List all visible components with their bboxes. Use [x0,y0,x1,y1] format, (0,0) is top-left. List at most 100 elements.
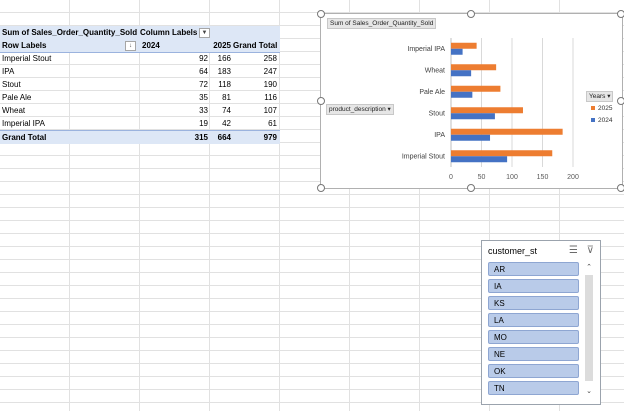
customer-state-slicer[interactable]: customer_st ☰ ⊽ AR IA KS LA MO NE OK TN … [481,240,601,405]
pivot-cell-total: 190 [263,80,277,89]
pivot-row-label: Wheat [2,106,26,115]
pivot-cell-2025: 118 [218,80,231,89]
bar-2024 [451,113,495,120]
pivot-cell-total: 107 [263,106,277,115]
category-label: Stout [429,110,445,117]
pivot-grand-total-row[interactable]: Grand Total 315 664 979 [0,130,280,144]
legend-field-label: Years [589,93,606,100]
bar-2025 [451,107,523,114]
pivot-cell-2024: 19 [199,119,208,128]
pivot-row-label: IPA [2,67,15,76]
x-tick-label: 200 [567,174,579,181]
pivot-value-field-label[interactable]: Sum of Sales_Order_Quantity_Sold [2,28,138,37]
legend-item-2025: 2025 [591,105,612,112]
category-label: IPA [434,132,445,139]
slicer-item-ia[interactable]: IA [488,279,579,293]
x-tick-label: 150 [537,174,549,181]
pivot-row[interactable]: Imperial Stout 92 166 258 [0,52,280,65]
pivot-cell-2024: 64 [199,67,208,76]
pivot-cell-2024: 35 [199,93,208,102]
slicer-item-la[interactable]: LA [488,313,579,327]
legend-label-2024: 2024 [598,117,613,124]
pivot-cell-total: 979 [263,133,277,142]
bar-2024 [451,134,491,141]
pivot-row[interactable]: Imperial IPA 19 42 61 [0,117,280,130]
scroll-up-arrow-icon[interactable]: ⌃ [586,264,592,271]
bar-2025 [451,85,501,92]
chart-resize-handle[interactable] [617,10,624,18]
x-tick-label: 100 [506,174,518,181]
bar-2024 [451,91,473,98]
chart-value-field-button[interactable]: Sum of Sales_Order_Quantity_Sold [327,18,437,29]
scrollbar-thumb[interactable] [585,275,593,381]
pivot-cell-2025: 664 [217,133,231,142]
chart-resize-handle[interactable] [317,184,325,192]
pivot-cell-total: 116 [264,93,277,102]
slicer-item-mo[interactable]: MO [488,330,579,344]
pivot-cell-2024: 33 [199,106,208,115]
multi-select-icon[interactable]: ☰ [568,245,578,256]
pivot-cell-2024: 92 [199,54,208,63]
axis-field-label: product_description [329,106,386,113]
pivot-row-label: Grand Total [2,133,47,142]
chart-plot-area: 0 50 100 150 200 Imperial Stout IPA Stout Pale A… [402,38,579,181]
row-labels-sort-button[interactable]: ↓ [125,41,136,51]
pivot-chart[interactable]: Sum of Sales_Order_Quantity_Sold product… [320,13,623,189]
slicer-title: customer_st [488,246,538,256]
pivot-cell-total: 247 [263,67,277,76]
pivot-col-2025[interactable]: 2025 [213,41,231,50]
chart-resize-handle[interactable] [617,97,624,105]
slicer-item-ok[interactable]: OK [488,364,579,378]
pivot-row-label: Imperial Stout [2,54,52,63]
pivot-subheader-row: Row Labels ↓ 2024 2025 Grand Total [0,39,280,53]
x-tick-label: 0 [449,174,453,181]
category-label: Imperial Stout [402,153,445,160]
chart-legend-field-button[interactable]: Years ▾ [586,91,614,102]
bar-2025 [451,64,497,71]
pivot-cell-2025: 81 [222,93,231,102]
pivot-cell-2025: 166 [217,54,231,63]
pivot-row[interactable]: Stout 72 118 190 [0,78,280,91]
pivot-cell-total: 61 [268,119,277,128]
bar-2025 [451,150,553,157]
pivot-cell-total: 258 [263,54,277,63]
legend-label-2025: 2025 [598,105,613,112]
pivot-row[interactable]: Pale Ale 35 81 116 [0,91,280,104]
chart-axis-field-button[interactable]: product_description ▾ [326,104,394,115]
pivot-row-label: Imperial IPA [2,119,45,128]
category-label: Imperial IPA [407,46,445,53]
pivot-cell-2025: 42 [222,119,231,128]
pivot-column-labels[interactable]: Column Labels [140,28,198,37]
column-labels-filter-button[interactable]: ▼ [199,28,210,38]
chart-resize-handle[interactable] [617,184,624,192]
bar-2025 [451,128,563,135]
pivot-row[interactable]: IPA 64 183 247 [0,65,280,78]
slicer-item-ks[interactable]: KS [488,296,579,310]
slicer-item-ar[interactable]: AR [488,262,579,276]
category-label: Wheat [425,67,445,74]
pivot-row-label: Pale Ale [2,93,32,102]
legend-item-2024: 2024 [591,117,612,124]
pivot-header-row: Sum of Sales_Order_Quantity_Sold Column … [0,26,280,39]
pivot-cell-2024: 72 [199,80,208,89]
scroll-down-arrow-icon[interactable]: ⌄ [586,388,592,395]
chart-resize-handle[interactable] [467,184,475,192]
pivot-col-2024[interactable]: 2024 [142,41,160,50]
pivot-col-grand-total[interactable]: Grand Total [233,41,277,50]
legend-swatch-2025 [591,106,595,111]
bar-2024 [451,70,472,77]
pivot-row[interactable]: Wheat 33 74 107 [0,104,280,117]
slicer-item-ne[interactable]: NE [488,347,579,361]
chart-resize-handle[interactable] [317,97,325,105]
slicer-toolbar: ☰ ⊽ [569,245,594,256]
pivot-row-label: Stout [2,80,21,89]
chart-resize-handle[interactable] [317,10,325,18]
chart-resize-handle[interactable] [467,10,475,18]
slicer-item-tn[interactable]: TN [488,381,579,395]
clear-filter-icon[interactable]: ⊽ [586,245,594,256]
legend-swatch-2024 [591,118,595,123]
slicer-scrollbar[interactable]: ⌃ ⌄ [584,263,594,397]
pivot-cell-2025: 74 [222,106,231,115]
bar-2025 [451,42,477,49]
pivot-row-labels[interactable]: Row Labels [2,41,47,50]
